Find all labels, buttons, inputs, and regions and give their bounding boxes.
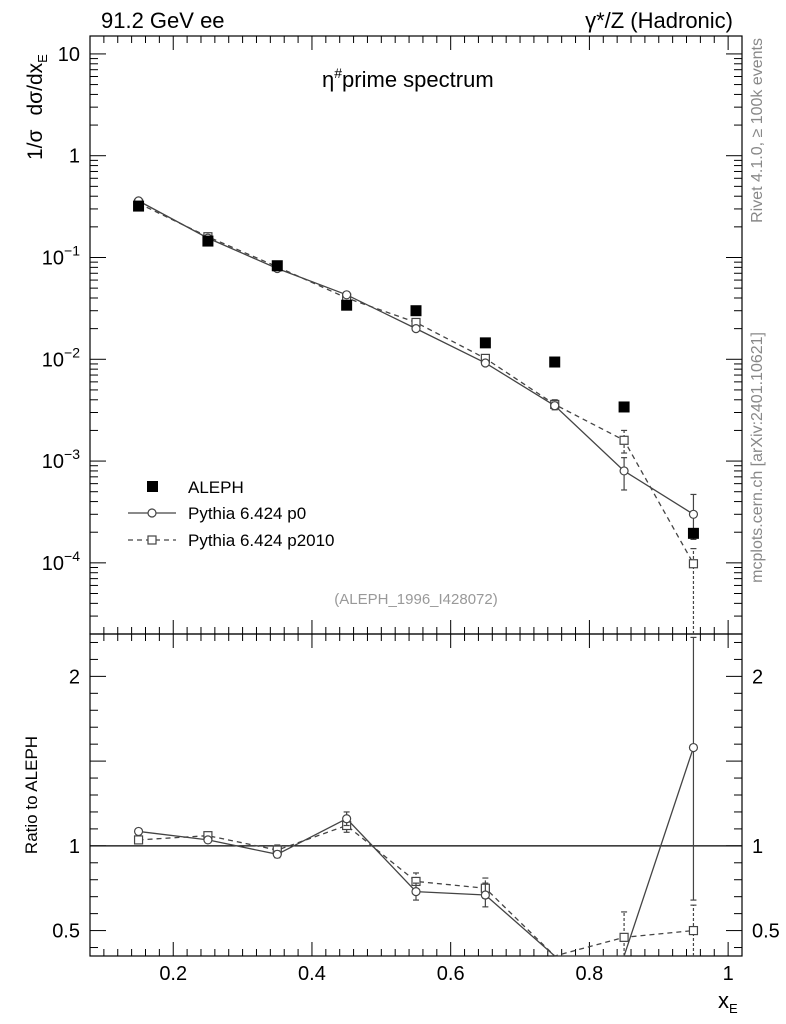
x-tick-label: 0.4 [298, 963, 326, 985]
title-sup: # [334, 65, 342, 81]
main-p0-point [619, 466, 629, 476]
y-tick-label-main: 10 [58, 44, 80, 66]
main-p2010-point [688, 559, 699, 569]
y-tick-label-main: 1 [69, 146, 80, 168]
main-p2010-point [619, 435, 629, 445]
main-p0-point [342, 290, 352, 300]
ratio-ylabel: Ratio to ALEPH [22, 736, 41, 854]
title-eta: η [322, 67, 334, 92]
main-p2010-line [138, 202, 695, 565]
xlabel-base: x [718, 988, 729, 1013]
ratio-series-layer [133, 636, 699, 957]
ratio-p2010-point [619, 932, 629, 942]
ratio-p2010-point [688, 925, 699, 936]
mcplots-label: mcplots.cern.ch [arXiv:2401.10621] [749, 332, 766, 583]
y-tick-label-ratio-right: 0.5 [752, 921, 780, 943]
ratio-p0-point [203, 835, 213, 845]
main-aleph-point [479, 337, 491, 349]
ratio-plot-frame [89, 633, 743, 957]
legend-marker-aleph [147, 481, 158, 492]
y-tick-label-main: 10−4 [42, 548, 80, 575]
legend-marker-p0 [147, 508, 157, 518]
main-aleph-point [410, 305, 422, 317]
ylabel-sub: E [35, 54, 50, 63]
ratio-p2010-line [138, 824, 694, 957]
x-axis-label: xE [718, 988, 738, 1016]
main-ylabel: 1/σ dσ/dxE [24, 54, 50, 160]
main-aleph-point [202, 235, 214, 247]
main-aleph-point [341, 299, 353, 311]
ratio-p0-point [272, 849, 282, 859]
x-tick-label: 1 [723, 963, 734, 985]
main-p0-point [480, 358, 490, 368]
title-rest: prime spectrum [342, 67, 494, 92]
ylabel-part-a: 1/σ [24, 129, 47, 160]
ratio-p0-point [411, 886, 421, 897]
ylabel-part-b: dσ/dx [24, 62, 47, 115]
main-p0-point [550, 401, 560, 411]
x-tick-label: 0.8 [575, 963, 603, 985]
svg-text:1/σdσ/dxE: 1/σ dσ/dxE [24, 54, 50, 160]
main-aleph-point [549, 356, 561, 368]
y-tick-label-main: 10−3 [42, 446, 80, 473]
x-tick-label: 0.6 [437, 963, 465, 985]
y-tick-label-ratio-right: 1 [752, 836, 763, 858]
y-tick-label-main: 10−2 [42, 344, 80, 371]
main-aleph-point [133, 200, 145, 212]
ratio-p0-point [688, 742, 699, 753]
y-tick-label-ratio: 1 [69, 836, 80, 858]
y-tick-label-main: 10−1 [42, 242, 80, 269]
main-p0-point [688, 509, 699, 519]
ratio-p2010-point [133, 835, 144, 845]
main-p0-line [138, 200, 694, 515]
main-aleph-point [618, 401, 630, 413]
main-aleph-point [271, 260, 283, 272]
ratio-p0-point [342, 814, 352, 824]
main-aleph-point [687, 527, 699, 539]
rivet-version-label: Rivet 4.1.0, ≥ 100k events [749, 38, 766, 223]
energy-label: 91.2 GeV ee [101, 8, 225, 33]
xlabel-sub: E [729, 1001, 738, 1016]
process-label: γ*/Z (Hadronic) [585, 8, 733, 33]
ratio-p0-line [138, 747, 695, 957]
analysis-label: (ALEPH_1996_I428072) [334, 591, 497, 608]
x-tick-label: 0.2 [159, 963, 187, 985]
legend-label-p2010: Pythia 6.424 p2010 [188, 531, 335, 550]
ratio-p0-point [480, 890, 490, 900]
axis-ticks: 0.2 0.4 0.6 0.8 1 10 1 10−1 10−2 10−3 10−4 0.5 0.5 1 1… [42, 36, 780, 985]
y-tick-label-ratio: 2 [69, 666, 80, 688]
y-tick-label-ratio-right: 2 [752, 666, 763, 688]
legend-label-aleph: ALEPH [188, 478, 244, 497]
y-tick-label-ratio: 0.5 [52, 921, 80, 943]
ratio-p0-point [133, 826, 144, 837]
legend-marker-p2010 [147, 535, 157, 545]
plot-title: η#prime spectrum [322, 65, 494, 92]
legend: ALEPH Pythia 6.424 p0 Pythia 6.424 p2010 [128, 478, 335, 550]
main-p0-point [411, 324, 421, 334]
legend-label-p0: Pythia 6.424 p0 [188, 504, 306, 523]
main-series-layer [133, 196, 699, 634]
